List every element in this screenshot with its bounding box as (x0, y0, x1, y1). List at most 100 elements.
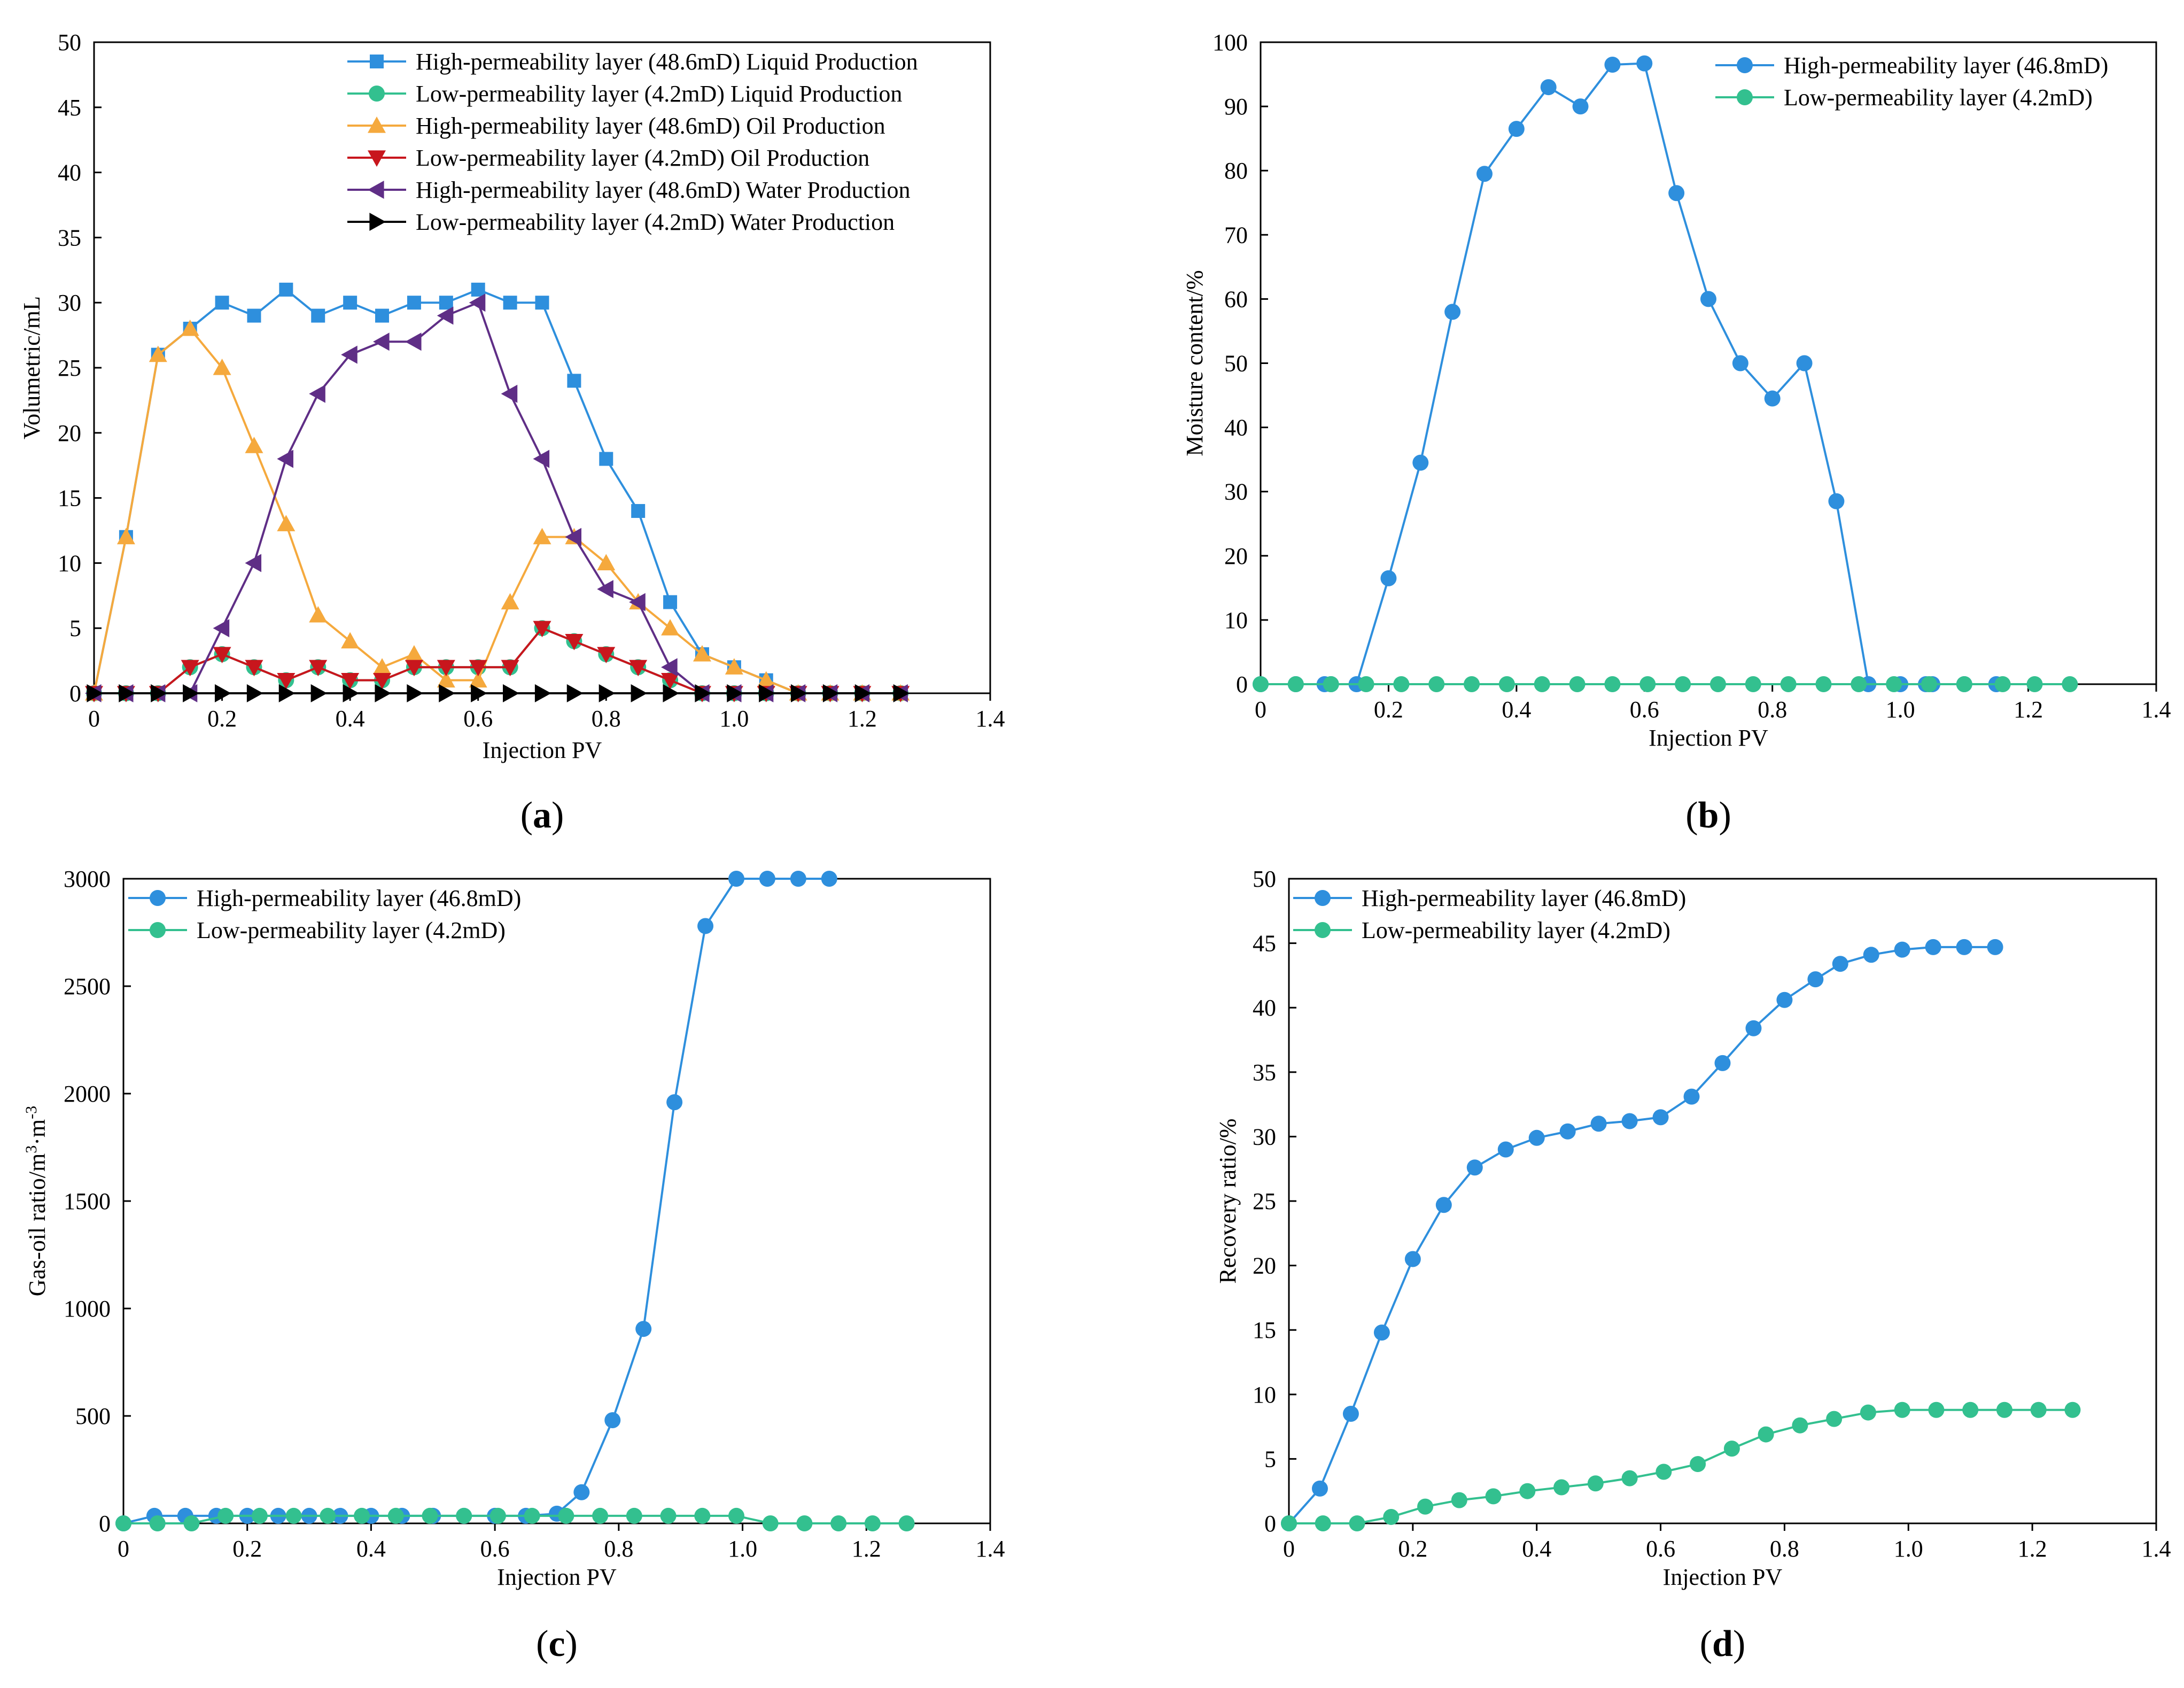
data-point (471, 282, 485, 297)
data-point (277, 673, 296, 690)
y-tick-label: 1000 (64, 1296, 111, 1322)
data-point (1863, 947, 1879, 963)
data-point (629, 660, 648, 677)
data-point (1604, 57, 1621, 73)
y-tick-label: 40 (58, 160, 81, 186)
data-point (119, 684, 135, 702)
data-point (213, 359, 231, 375)
x-tick-label: 0.2 (232, 1536, 262, 1562)
data-point (311, 308, 325, 323)
data-point (246, 684, 263, 702)
data-point (1962, 1401, 1979, 1418)
data-point (407, 684, 423, 702)
y-tick-label: 2000 (64, 1081, 111, 1107)
x-tick-label: 1.4 (976, 1536, 1005, 1562)
data-point (1732, 355, 1748, 371)
data-point (309, 384, 325, 403)
data-point (503, 684, 519, 702)
x-tick-label: 0.4 (1522, 1536, 1551, 1562)
legend-marker (368, 181, 384, 199)
data-point (375, 684, 392, 702)
series-b-1 (1253, 676, 2078, 692)
data-point (629, 593, 646, 611)
y-tick-label: 45 (58, 95, 81, 121)
x-tick-label: 0.8 (592, 706, 621, 732)
x-axis-title-a: Injection PV (483, 737, 602, 763)
legend-marker (368, 150, 386, 167)
data-point (821, 871, 837, 887)
y-tick-label: 15 (1253, 1317, 1276, 1343)
data-point (405, 332, 422, 351)
data-point (1828, 493, 1845, 509)
data-point (245, 660, 263, 677)
y-axis-ticks-b: 0 10 20 30 40 50 60 70 80 90 100 (1213, 29, 1268, 698)
y-tick-label: 50 (58, 29, 81, 56)
data-point (790, 871, 806, 887)
data-point (1464, 676, 1480, 692)
legend-marker (370, 55, 384, 68)
data-point (1281, 1515, 1297, 1531)
legend-marker (1315, 922, 1331, 938)
x-tick-label: 0.4 (356, 1536, 386, 1562)
data-point (1497, 1141, 1514, 1158)
data-point (660, 1507, 677, 1524)
x-tick-label: 1.0 (1886, 696, 1915, 723)
data-point (762, 1515, 779, 1531)
data-point (1826, 1411, 1843, 1427)
data-point (597, 580, 613, 599)
x-axis-title-d: Injection PV (1663, 1564, 1783, 1590)
data-point (1780, 676, 1797, 692)
legend-entry: Low-permeability layer (4.2mD) (1715, 84, 2093, 111)
x-tick-label: 1.2 (848, 706, 877, 732)
y-axis-ticks-a: 0 5 10 15 20 25 30 35 40 45 50 (58, 29, 102, 707)
data-point (1832, 956, 1848, 972)
x-tick-label: 1.2 (2018, 1536, 2047, 1562)
data-point (1373, 1325, 1390, 1341)
y-tick-label: 10 (58, 550, 81, 576)
y-tick-label: 15 (58, 485, 81, 512)
data-point (437, 306, 454, 325)
data-point (310, 684, 328, 702)
data-point (1928, 1401, 1945, 1418)
x-tick-label: 0.8 (1758, 696, 1787, 723)
data-point (215, 296, 229, 310)
legend-label: High-permeability layer (46.8mD) (1784, 52, 2108, 79)
data-point (251, 1507, 268, 1524)
y-tick-label: 10 (1253, 1382, 1276, 1408)
data-point (573, 1484, 590, 1500)
series-a-5 (87, 684, 910, 702)
legend-d: High-permeability layer (46.8mD) Low-perm… (1293, 885, 1686, 943)
legend-entry: Low-permeability layer (4.2mD) Liquid Pr… (347, 81, 902, 107)
x-tick-label: 0.6 (480, 1536, 510, 1562)
legend-marker (150, 922, 166, 938)
x-tick-label: 1.0 (719, 706, 749, 732)
legend-marker (150, 890, 166, 906)
x-tick-label: 0 (88, 706, 100, 732)
data-point (343, 684, 360, 702)
data-point (285, 1507, 302, 1524)
y-tick-label: 50 (1253, 866, 1276, 892)
data-point (343, 296, 357, 310)
data-point (245, 554, 262, 572)
data-point (597, 554, 616, 570)
data-point (115, 1515, 131, 1531)
x-tick-label: 1.4 (2142, 696, 2171, 723)
data-point (1349, 1515, 1365, 1531)
data-point (2030, 1401, 2047, 1418)
data-point (1894, 1401, 1910, 1418)
data-point (501, 593, 519, 610)
data-point (1758, 1426, 1774, 1443)
data-point (1428, 676, 1445, 692)
data-point (1745, 1020, 1762, 1036)
legend-marker (368, 117, 386, 133)
data-point (213, 647, 231, 663)
data-point (1796, 355, 1813, 371)
y-tick-label: 10 (1224, 607, 1248, 633)
data-point (1383, 1508, 1400, 1525)
legend-label: High-permeability layer (48.6mD) Liquid … (416, 49, 918, 75)
data-point (341, 632, 360, 649)
legend-label: Low-permeability layer (4.2mD) Oil Produ… (416, 145, 869, 171)
data-point (277, 515, 296, 531)
data-point (387, 1507, 404, 1524)
